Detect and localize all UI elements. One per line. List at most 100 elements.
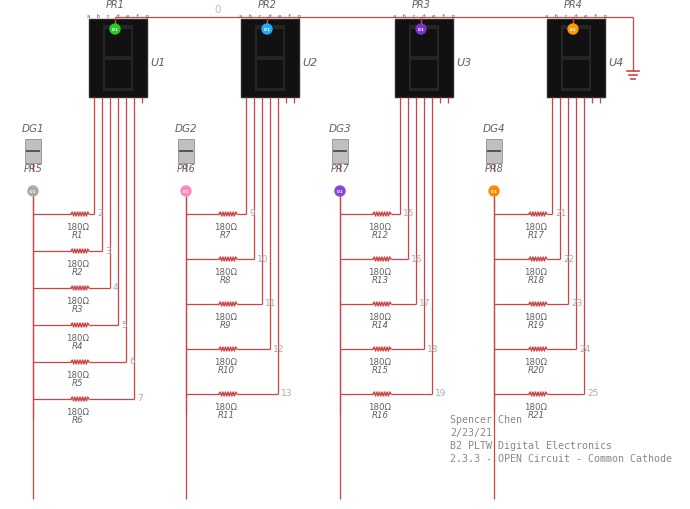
Text: R2: R2 — [72, 267, 83, 276]
Text: 180Ω: 180Ω — [524, 357, 547, 366]
Text: Spencer Chen: Spencer Chen — [450, 414, 522, 424]
Text: a  b  c  d  e  f  g: a b c d e f g — [545, 14, 607, 19]
Text: 180Ω: 180Ω — [66, 222, 90, 232]
Text: 4: 4 — [113, 283, 119, 292]
Bar — [283, 30, 285, 59]
Bar — [437, 30, 439, 59]
Text: 0/1: 0/1 — [491, 190, 497, 193]
Text: 21: 21 — [555, 209, 566, 218]
Text: U1: U1 — [150, 58, 165, 68]
Text: 0/1: 0/1 — [570, 28, 576, 32]
Text: R18: R18 — [527, 275, 544, 285]
Bar — [89, 20, 147, 98]
Text: R19: R19 — [527, 320, 544, 329]
Text: 15: 15 — [403, 209, 415, 218]
Text: 180Ω: 180Ω — [66, 260, 90, 268]
Text: 180Ω: 180Ω — [215, 267, 237, 276]
Text: 23: 23 — [571, 299, 582, 308]
Text: R17: R17 — [527, 231, 544, 240]
Text: 11: 11 — [265, 299, 277, 308]
Bar — [103, 30, 106, 59]
Text: 180Ω: 180Ω — [66, 333, 90, 343]
Text: U4: U4 — [608, 58, 623, 68]
Text: 180Ω: 180Ω — [215, 357, 237, 366]
Text: 0/1: 0/1 — [337, 190, 344, 193]
Text: 180Ω: 180Ω — [524, 222, 547, 232]
Bar — [178, 140, 194, 164]
Text: R8: R8 — [220, 275, 232, 285]
Text: 180Ω: 180Ω — [524, 313, 547, 321]
Bar — [103, 57, 133, 61]
Bar — [103, 59, 106, 89]
Text: 180Ω: 180Ω — [66, 370, 90, 379]
Bar — [283, 59, 285, 89]
Bar — [395, 20, 453, 98]
Text: 5: 5 — [121, 320, 127, 329]
Text: a  b  c  d  e  f  g: a b c d e f g — [239, 14, 301, 19]
Text: 0/1: 0/1 — [112, 28, 119, 32]
Text: 0/1: 0/1 — [183, 190, 189, 193]
Bar — [130, 30, 133, 59]
Text: 180Ω: 180Ω — [66, 296, 90, 305]
Text: 0: 0 — [215, 5, 221, 15]
Text: R16: R16 — [371, 410, 388, 419]
Text: 2/23/21: 2/23/21 — [450, 427, 492, 437]
Bar — [547, 20, 605, 98]
Bar — [255, 30, 257, 59]
Text: R7: R7 — [220, 231, 232, 240]
Text: DG2: DG2 — [175, 124, 197, 134]
Bar — [241, 20, 299, 98]
Text: a  b  c  d  e  f  g: a b c d e f g — [87, 14, 149, 19]
Text: R3: R3 — [72, 304, 83, 314]
Text: 180Ω: 180Ω — [524, 402, 547, 411]
Text: 18: 18 — [427, 344, 439, 353]
Text: 0/1: 0/1 — [264, 28, 270, 32]
Text: R10: R10 — [217, 365, 235, 374]
Bar — [103, 26, 133, 30]
Bar — [255, 57, 285, 61]
Text: R11: R11 — [217, 410, 235, 419]
Text: U2: U2 — [302, 58, 317, 68]
Text: a  b  c  d  e  f  g: a b c d e f g — [393, 14, 455, 19]
Bar — [561, 26, 591, 30]
Bar — [25, 140, 41, 164]
Bar — [561, 59, 564, 89]
Text: R5: R5 — [72, 378, 83, 387]
Bar — [409, 59, 411, 89]
Text: 180Ω: 180Ω — [368, 357, 391, 366]
Text: 2: 2 — [97, 209, 103, 218]
Text: 19: 19 — [435, 389, 446, 398]
Circle shape — [28, 187, 38, 196]
Text: PR1: PR1 — [106, 0, 124, 10]
Text: 22: 22 — [563, 254, 574, 263]
Text: R20: R20 — [527, 365, 544, 374]
Text: R9: R9 — [220, 320, 232, 329]
Text: U3: U3 — [456, 58, 471, 68]
Bar — [486, 140, 502, 164]
Text: 180Ω: 180Ω — [368, 222, 391, 232]
Text: PR7: PR7 — [331, 164, 349, 174]
Circle shape — [181, 187, 191, 196]
Text: 25: 25 — [587, 389, 598, 398]
Text: 10: 10 — [257, 254, 268, 263]
Bar — [130, 59, 133, 89]
Text: 12: 12 — [273, 344, 284, 353]
Text: PR6: PR6 — [177, 164, 195, 174]
Text: 0/1: 0/1 — [30, 190, 37, 193]
Bar — [437, 59, 439, 89]
Text: B2 PLTW Digital Electronics: B2 PLTW Digital Electronics — [450, 440, 612, 450]
Text: 17: 17 — [419, 299, 431, 308]
Text: R14: R14 — [371, 320, 388, 329]
Text: 6: 6 — [129, 357, 135, 366]
Text: R4: R4 — [72, 342, 83, 350]
Text: PR8: PR8 — [484, 164, 504, 174]
Text: 3: 3 — [105, 246, 111, 255]
Text: 9: 9 — [249, 209, 255, 218]
Text: DG1: DG1 — [21, 124, 44, 134]
Text: R12: R12 — [371, 231, 388, 240]
Bar — [255, 89, 285, 92]
Text: PR2: PR2 — [257, 0, 277, 10]
Text: R21: R21 — [527, 410, 544, 419]
Text: 180Ω: 180Ω — [66, 407, 90, 416]
Circle shape — [110, 25, 120, 35]
